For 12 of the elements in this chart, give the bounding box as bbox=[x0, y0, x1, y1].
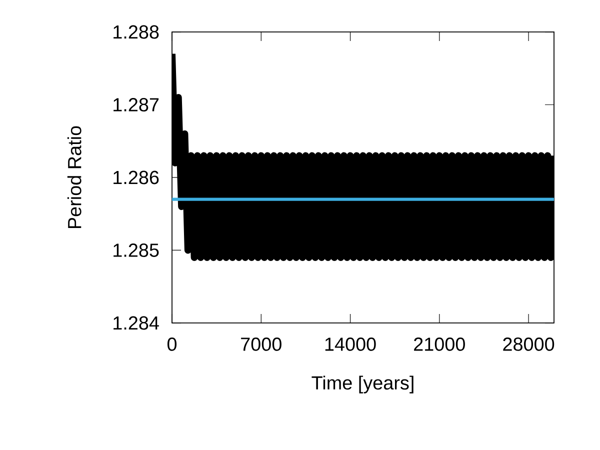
x-tick-label: 28000 bbox=[503, 337, 554, 351]
x-tick-label: 7000 bbox=[241, 337, 282, 351]
y-tick-label: 1.284 bbox=[114, 316, 159, 330]
x-axis-title: Time [years] bbox=[312, 376, 414, 394]
x-tick-label: 14000 bbox=[325, 337, 376, 351]
x-tick-label: 21000 bbox=[414, 337, 465, 351]
y-tick-label: 1.288 bbox=[114, 25, 159, 39]
x-tick-label: 0 bbox=[167, 337, 177, 351]
y-axis-title: Period Ratio bbox=[67, 126, 82, 228]
y-tick-label: 1.286 bbox=[114, 170, 159, 184]
y-tick-label: 1.285 bbox=[114, 244, 159, 257]
y-tick-label: 1.287 bbox=[114, 98, 159, 112]
